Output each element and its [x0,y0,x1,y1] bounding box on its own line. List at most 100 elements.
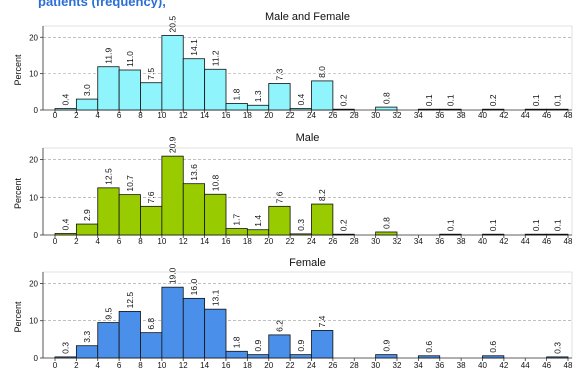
x-tick-label: 28 [350,361,359,370]
data-label: 2.9 [82,209,92,221]
x-tick-label: 40 [478,361,487,370]
x-tick-label: 48 [564,111,573,120]
data-label: 0.1 [424,94,434,106]
y-axis-label: Percent [13,301,23,333]
x-tick-label: 24 [307,111,316,120]
chart-title: Male and Female [265,11,350,23]
y-tick-label: 20 [29,156,38,165]
histogram-bar [118,69,141,111]
data-label: 0.4 [61,218,71,230]
x-tick-label: 40 [478,111,487,120]
x-tick-label: 10 [157,361,166,370]
data-label: 0.4 [61,93,71,105]
x-tick-label: 2 [74,111,79,120]
y-tick-label: 20 [29,33,38,42]
histogram-bar [482,108,505,111]
data-label: 20.9 [168,136,178,153]
x-tick-label: 12 [179,361,188,370]
x-tick-label: 14 [200,361,209,370]
x-tick-label: 20 [264,111,273,120]
histogram-bar [97,322,120,359]
data-label: 1.7 [232,213,242,225]
x-tick-label: 32 [393,237,402,246]
data-label: 11.0 [125,51,135,67]
x-tick-label: 26 [328,111,337,120]
histogram-bar [246,104,270,111]
data-label: 1.4 [253,215,263,227]
x-tick-label: 36 [435,361,444,370]
data-label: 6.8 [146,318,156,330]
x-tick-label: 0 [53,361,58,370]
x-tick-label: 40 [478,237,487,246]
x-tick-label: 8 [138,361,143,370]
x-tick-label: 20 [264,237,273,246]
data-label: 0.4 [296,93,306,105]
histogram-bar [268,334,291,359]
histogram-bar [375,231,398,236]
x-tick-label: 46 [542,111,551,120]
x-tick-label: 12 [179,237,188,246]
data-label: 12.5 [103,168,113,185]
data-label: 11.2 [210,50,220,66]
histogram-bar [332,108,355,111]
x-tick-label: 48 [564,361,573,370]
chart-title: Male [296,132,320,144]
x-tick-label: 38 [457,361,466,370]
data-label: 20.5 [168,16,178,33]
x-tick-label: 32 [393,361,402,370]
data-label: 7.3 [274,68,284,80]
x-tick-label: 22 [286,361,295,370]
x-tick-label: 14 [200,111,209,120]
histogram-bar [140,205,163,236]
x-tick-label: 36 [435,111,444,120]
data-label: 0.1 [531,94,541,106]
x-tick-label: 30 [371,111,380,120]
histogram-bar [311,80,334,111]
x-tick-label: 28 [350,237,359,246]
histogram-bar [246,354,270,359]
x-tick-label: 18 [243,237,252,246]
x-tick-label: 26 [328,361,337,370]
x-tick-label: 12 [179,111,188,120]
x-tick-label: 36 [435,237,444,246]
histogram-bar [75,98,99,111]
data-label: 0.1 [445,219,455,231]
x-tick-label: 34 [414,361,423,370]
histogram-bar [118,311,141,359]
histogram-bar [546,356,569,359]
x-tick-label: 4 [96,111,101,120]
y-tick-label: 10 [29,193,38,202]
data-label: 0.2 [339,94,349,106]
x-tick-label: 42 [499,111,508,120]
histogram-bar [439,108,462,111]
data-label: 0.9 [381,340,391,352]
x-tick-label: 18 [243,111,252,120]
histogram-bar [546,108,569,111]
x-tick-label: 16 [222,361,231,370]
data-label: 7.6 [146,191,156,203]
x-tick-label: 48 [564,237,573,246]
data-label: 6.2 [274,320,284,332]
histogram-bar [482,233,505,236]
histogram-bar [204,68,227,111]
histogram-bar [161,155,184,236]
x-tick-label: 34 [414,237,423,246]
histogram-bar [54,108,77,111]
histogram-bar [118,194,141,236]
data-label: 11.9 [103,48,113,64]
histogram-bar [54,356,77,359]
histogram-bar [225,103,248,111]
histogram-bar [161,286,184,359]
histogram-bar [546,233,569,236]
x-tick-label: 6 [117,361,122,370]
x-tick-label: 44 [521,237,530,246]
histogram-bar [161,35,184,111]
x-tick-label: 0 [53,111,58,120]
histogram-bar [417,108,441,111]
y-tick-label: 20 [29,279,38,288]
x-tick-label: 46 [542,361,551,370]
histogram-bar [54,233,77,236]
data-label: 0.9 [296,340,306,352]
data-label: 8.0 [317,66,327,78]
